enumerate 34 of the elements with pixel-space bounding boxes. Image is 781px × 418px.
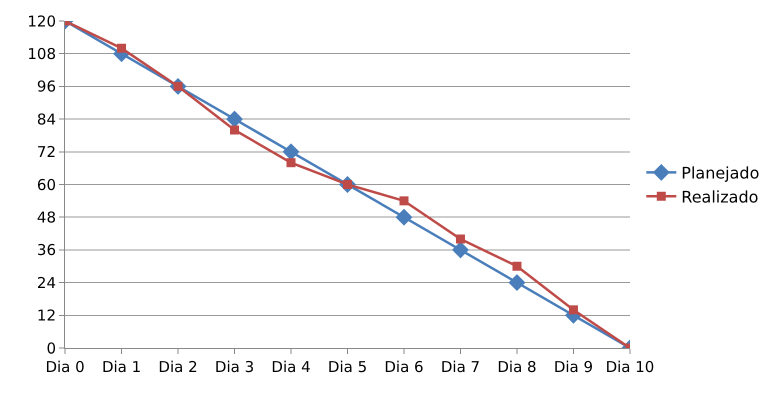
x-tick-label: Dia 9 — [554, 358, 594, 376]
x-tick-label: Dia 8 — [497, 358, 537, 376]
point — [396, 208, 412, 226]
legend-label: Realizado — [681, 187, 758, 206]
y-tick-label: 36 — [36, 241, 56, 260]
point — [456, 234, 465, 244]
y-tick-label: 12 — [36, 306, 56, 325]
y-tick-label: 96 — [36, 78, 56, 96]
x-tick-label: Dia 1 — [102, 358, 142, 376]
y-tick-label: 0 — [46, 339, 56, 358]
point — [286, 158, 296, 168]
y-tick-label: 24 — [36, 274, 56, 292]
x-tick-label: Dia 5 — [328, 358, 368, 376]
y-tick-label: 120 — [27, 12, 56, 30]
point — [282, 143, 300, 160]
x-tick-label: Dia 7 — [440, 358, 480, 376]
y-tick-label: 108 — [27, 44, 56, 63]
y-tick-label: 84 — [36, 110, 56, 128]
y-tick-label: 72 — [36, 143, 56, 162]
point — [568, 305, 578, 314]
x-tick-label: Dia 10 — [606, 358, 654, 376]
point — [230, 126, 240, 134]
x-tick-label: Dia 3 — [214, 358, 254, 376]
point — [508, 274, 526, 292]
x-tick-label: Dia 6 — [384, 358, 424, 376]
x-tick-label: Dia 4 — [271, 358, 311, 376]
legend-label: Planejado — [681, 164, 760, 183]
x-tick-label: Dia 2 — [158, 358, 198, 376]
point — [399, 196, 408, 206]
y-tick-label: 60 — [36, 176, 56, 194]
point — [117, 44, 126, 53]
point — [512, 262, 522, 271]
y-tick-label: 48 — [36, 208, 56, 226]
x-tick-label: Dia 0 — [45, 358, 85, 376]
